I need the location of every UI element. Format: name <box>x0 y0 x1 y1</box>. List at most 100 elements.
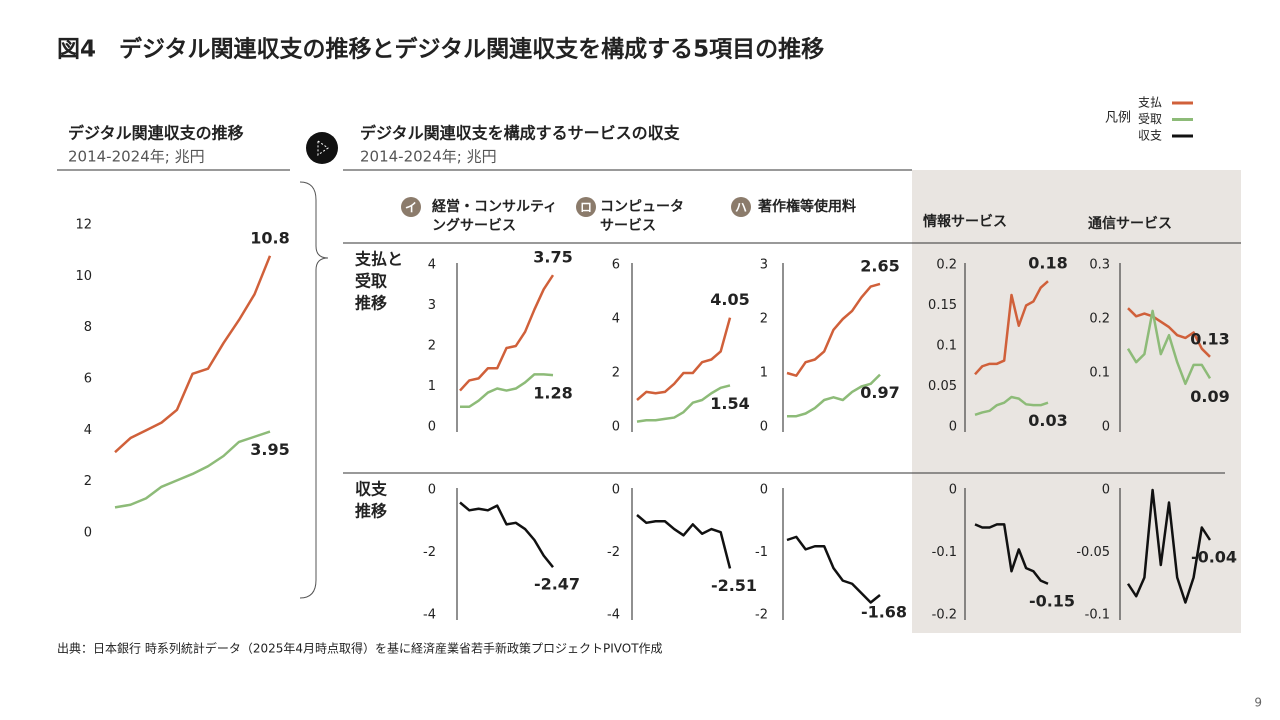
data-label: -1.68 <box>861 603 907 622</box>
data-line <box>636 384 731 423</box>
y-tick-label: 0 <box>760 420 768 435</box>
badge-label: ロ <box>580 201 592 215</box>
row-label: 推移 <box>355 502 387 521</box>
legend-label: 支払 <box>1138 96 1162 110</box>
data-line <box>636 317 732 401</box>
y-tick-label: -2 <box>423 545 436 560</box>
y-tick-label: -2 <box>607 545 620 560</box>
data-label: 0.97 <box>860 383 899 402</box>
y-tick-label: 3 <box>428 298 436 313</box>
y-tick-label: 4 <box>84 423 92 438</box>
chart-title: 情報サービス <box>923 213 1007 230</box>
y-tick-label: -0.1 <box>932 545 957 560</box>
y-tick-label: 0.2 <box>936 258 957 273</box>
y-tick-label: 0.05 <box>928 379 957 394</box>
y-tick-label: 0 <box>1102 483 1110 498</box>
slide-title: 図4 デジタル関連収支の推移とデジタル関連収支を構成する5項目の推移 <box>57 36 824 63</box>
y-tick-label: 0.15 <box>928 298 957 313</box>
badge <box>576 197 596 217</box>
data-line <box>1127 307 1211 358</box>
y-tick-label: -0.05 <box>1076 545 1110 560</box>
data-line <box>786 535 881 604</box>
y-tick-label: -1 <box>755 545 768 560</box>
y-tick-label: 0 <box>428 483 436 498</box>
highlight-panel <box>912 170 1241 633</box>
chart-title: ングサービス <box>432 217 516 234</box>
y-tick-label: -2 <box>755 608 768 623</box>
data-line <box>787 373 881 418</box>
section-subtitle: 2014-2024年; 兆円 <box>360 148 497 166</box>
y-tick-label: 2 <box>612 366 620 381</box>
brace <box>299 181 329 599</box>
y-tick-label: 0 <box>428 420 436 435</box>
y-tick-label: 0 <box>84 526 92 541</box>
data-line <box>459 501 554 568</box>
y-tick-label: 4 <box>612 312 620 327</box>
data-label: 3.75 <box>533 248 572 267</box>
chart-title: デジタル関連収支の推移 <box>68 124 244 143</box>
y-tick-label: -4 <box>607 608 620 623</box>
page-number: 9 <box>1254 696 1262 710</box>
y-tick-label: 1 <box>760 366 768 381</box>
arrow-icon <box>306 132 338 164</box>
data-line <box>1126 488 1212 604</box>
legend-label: 収支 <box>1138 129 1162 143</box>
y-tick-label: 0.2 <box>1089 312 1110 327</box>
y-tick-label: 12 <box>75 218 92 233</box>
row-label: 推移 <box>355 294 387 313</box>
chart-title: 経営・コンサルティ <box>432 198 557 215</box>
y-tick-label: 0 <box>1102 420 1110 435</box>
y-tick-label: 2 <box>84 474 92 489</box>
y-tick-label: 0 <box>612 420 620 435</box>
y-tick-label: 0 <box>949 420 957 435</box>
y-tick-label: 0.3 <box>1089 258 1110 273</box>
y-tick-label: 0 <box>949 483 957 498</box>
data-label: 0.18 <box>1028 254 1067 273</box>
y-tick-label: 2 <box>428 339 436 354</box>
data-label: 4.05 <box>710 290 749 309</box>
data-label: -2.47 <box>534 575 580 594</box>
data-line <box>114 255 272 454</box>
y-tick-label: 0.1 <box>1089 366 1110 381</box>
data-label: -2.51 <box>711 576 757 595</box>
section-title: デジタル関連収支を構成するサービスの収支 <box>360 124 681 143</box>
badge <box>401 197 421 217</box>
badge-label: イ <box>405 201 417 215</box>
chart-title: サービス <box>600 218 656 234</box>
data-line <box>114 430 271 509</box>
data-label: 1.54 <box>710 394 749 413</box>
data-line <box>636 514 732 569</box>
y-tick-label: 6 <box>84 372 92 387</box>
row-label: 収支 <box>355 480 388 499</box>
y-tick-label: 0 <box>760 483 768 498</box>
data-line <box>459 274 555 392</box>
legend-label: 受取 <box>1138 112 1162 126</box>
data-label: -0.15 <box>1029 591 1075 610</box>
chart-title: 通信サービス <box>1088 215 1172 232</box>
data-label: 10.8 <box>250 228 289 247</box>
row-label: 支払と <box>354 250 403 269</box>
data-label: 0.03 <box>1028 411 1067 430</box>
y-tick-label: 1 <box>428 379 436 394</box>
data-line <box>974 395 1049 417</box>
data-line <box>786 282 881 377</box>
data-label: 2.65 <box>860 256 899 275</box>
data-label: -0.04 <box>1191 548 1237 567</box>
y-tick-label: 8 <box>84 320 92 335</box>
y-tick-label: 3 <box>760 258 768 273</box>
y-tick-label: -4 <box>423 608 436 623</box>
legend-title: 凡例 <box>1105 111 1131 126</box>
row-label: 受取 <box>355 272 387 291</box>
y-tick-label: -0.1 <box>1085 608 1110 623</box>
y-tick-label: 4 <box>428 258 436 273</box>
data-label: 3.95 <box>250 440 289 459</box>
data-label: 0.09 <box>1190 387 1229 406</box>
data-line <box>460 373 554 408</box>
data-label: 1.28 <box>533 384 572 403</box>
data-line <box>1126 309 1212 386</box>
data-label: 0.13 <box>1190 329 1229 348</box>
chart-title: 著作権等使用料 <box>757 198 856 215</box>
y-tick-label: 0 <box>612 483 620 498</box>
chart-subtitle: 2014-2024年; 兆円 <box>68 148 205 166</box>
y-tick-label: -0.2 <box>932 608 957 623</box>
